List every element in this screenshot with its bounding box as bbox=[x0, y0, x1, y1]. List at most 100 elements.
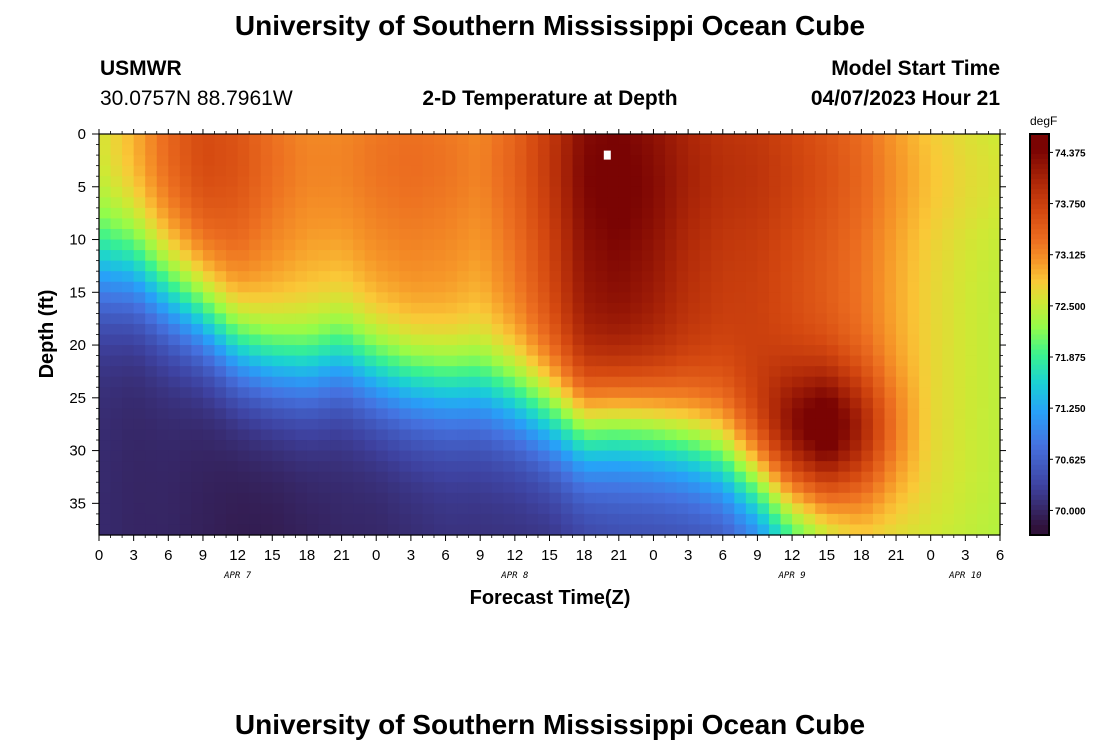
heatmap-cell bbox=[260, 302, 273, 314]
heatmap-cell bbox=[526, 144, 539, 156]
heatmap-cell bbox=[849, 429, 862, 441]
heatmap-cell bbox=[976, 376, 990, 388]
heatmap-cell bbox=[399, 281, 412, 293]
heatmap-cell bbox=[260, 418, 273, 431]
heatmap-cell bbox=[468, 334, 481, 346]
colorbar-swatch bbox=[1030, 364, 1049, 371]
heatmap-cell bbox=[260, 524, 273, 536]
heatmap-cell bbox=[226, 524, 239, 536]
heatmap-cell bbox=[838, 450, 851, 462]
heatmap-cell bbox=[237, 186, 250, 198]
heatmap-cell bbox=[272, 503, 285, 515]
heatmap-cell bbox=[757, 186, 770, 198]
heatmap-cell bbox=[179, 355, 193, 367]
heatmap-cell bbox=[422, 239, 435, 251]
heatmap-cell bbox=[526, 281, 539, 293]
heatmap-cell bbox=[387, 397, 400, 409]
heatmap-cell bbox=[757, 218, 770, 230]
heatmap-cell bbox=[699, 418, 712, 431]
heatmap-cell bbox=[803, 250, 816, 262]
heatmap-cell bbox=[191, 250, 204, 262]
heatmap-cell bbox=[988, 387, 1001, 399]
heatmap-cell bbox=[237, 345, 250, 357]
colorbar-swatch bbox=[1030, 449, 1049, 456]
heatmap-cell bbox=[734, 524, 747, 536]
heatmap-cell bbox=[630, 503, 643, 515]
heatmap-cell bbox=[699, 250, 712, 262]
heatmap-cell bbox=[919, 513, 932, 526]
heatmap-cell bbox=[549, 292, 562, 304]
heatmap-cell bbox=[399, 271, 412, 283]
heatmap-cell bbox=[272, 387, 285, 399]
heatmap-cell bbox=[988, 513, 1001, 526]
heatmap-cell bbox=[745, 197, 759, 209]
heatmap-cell bbox=[330, 366, 343, 378]
heatmap-cell bbox=[942, 323, 955, 336]
heatmap-cell bbox=[537, 408, 551, 420]
heatmap-cell bbox=[168, 345, 181, 357]
heatmap-cell bbox=[491, 176, 504, 188]
heatmap-cell bbox=[445, 313, 458, 325]
heatmap-cell bbox=[896, 450, 909, 462]
heatmap-cell bbox=[676, 144, 689, 156]
heatmap-cell bbox=[884, 471, 897, 483]
heatmap-cell bbox=[572, 345, 585, 357]
heatmap-cell bbox=[387, 313, 400, 325]
heatmap-cell bbox=[953, 397, 966, 409]
heatmap-cell bbox=[318, 260, 331, 272]
heatmap-cell bbox=[260, 134, 273, 146]
heatmap-cell bbox=[168, 218, 181, 230]
heatmap-cell bbox=[410, 376, 424, 388]
heatmap-cell bbox=[734, 292, 747, 304]
heatmap-cell bbox=[872, 429, 886, 441]
heatmap-cell bbox=[595, 345, 608, 357]
heatmap-cell bbox=[838, 376, 851, 388]
heatmap-cell bbox=[226, 207, 239, 220]
heatmap-cell bbox=[907, 197, 920, 209]
heatmap-cell bbox=[549, 218, 562, 230]
heatmap-cell bbox=[168, 366, 181, 378]
heatmap-cell bbox=[676, 366, 689, 378]
heatmap-cell bbox=[318, 461, 331, 473]
heatmap-cell bbox=[249, 366, 262, 378]
heatmap-cell bbox=[930, 144, 943, 156]
colorbar-swatch bbox=[1030, 289, 1049, 295]
heatmap-cell bbox=[422, 281, 435, 293]
heatmap-cell bbox=[919, 144, 932, 156]
heatmap-cell bbox=[387, 144, 400, 156]
heatmap-cell bbox=[561, 376, 574, 388]
heatmap-cell bbox=[237, 207, 250, 220]
heatmap-cell bbox=[330, 218, 343, 230]
heatmap-cell bbox=[757, 355, 770, 367]
heatmap-cell bbox=[884, 355, 897, 367]
heatmap-cell bbox=[641, 197, 655, 209]
heatmap-cell bbox=[260, 155, 273, 167]
heatmap-cell bbox=[953, 503, 966, 515]
heatmap-cell bbox=[156, 197, 169, 209]
heatmap-cell bbox=[410, 250, 424, 262]
colorbar-swatch bbox=[1030, 444, 1049, 451]
heatmap-cell bbox=[988, 450, 1001, 462]
heatmap-cell bbox=[942, 387, 955, 399]
heatmap-cell bbox=[711, 144, 724, 156]
heatmap-cell bbox=[214, 165, 227, 177]
heatmap-cell bbox=[907, 355, 920, 367]
heatmap-cell bbox=[815, 355, 828, 367]
heatmap-cell bbox=[584, 218, 597, 230]
heatmap-cell bbox=[872, 165, 886, 177]
heatmap-cell bbox=[607, 281, 620, 293]
heatmap-cell bbox=[641, 376, 655, 388]
heatmap-cell bbox=[237, 176, 250, 188]
heatmap-cell bbox=[930, 197, 943, 209]
heatmap-cell bbox=[433, 176, 447, 188]
heatmap-cell bbox=[826, 355, 839, 367]
heatmap-cell bbox=[953, 492, 966, 504]
heatmap-cell bbox=[561, 323, 574, 336]
heatmap-cell bbox=[122, 186, 135, 198]
heatmap-cell bbox=[792, 366, 805, 378]
heatmap-cell bbox=[503, 250, 516, 262]
heatmap-cell bbox=[226, 440, 239, 452]
heatmap-cell bbox=[468, 176, 481, 188]
heatmap-cell bbox=[491, 450, 504, 462]
heatmap-cell bbox=[722, 461, 735, 473]
